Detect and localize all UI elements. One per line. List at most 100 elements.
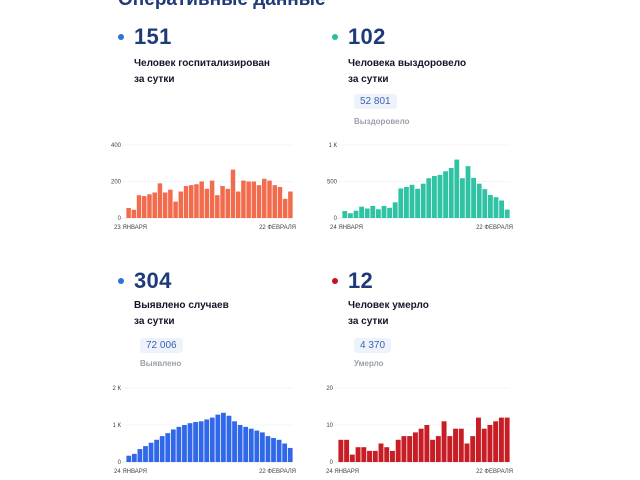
cases-caption-line2: за сутки <box>134 316 175 327</box>
bar <box>504 209 510 218</box>
bar <box>395 439 401 462</box>
bar <box>361 447 367 462</box>
bar <box>349 454 355 462</box>
bar <box>259 432 265 462</box>
bar <box>364 208 370 218</box>
recovered-count: 102 <box>348 24 386 49</box>
bar <box>398 188 404 218</box>
bar <box>412 432 418 462</box>
bar <box>162 192 168 218</box>
bar <box>225 188 231 218</box>
deaths-count: 12 <box>348 268 374 293</box>
x-start-label: 23 ЯНВАРЯ <box>114 225 147 231</box>
deaths-caption-line1: Человек умерло <box>348 300 429 311</box>
bar <box>403 186 409 218</box>
y-tick-label: 0 <box>330 460 334 466</box>
bar <box>276 439 282 462</box>
bar <box>342 211 348 218</box>
bar <box>272 185 277 218</box>
page-title: Оперативные данные <box>118 0 326 11</box>
bar <box>487 425 493 462</box>
bar <box>142 196 147 218</box>
bar <box>401 436 407 462</box>
bar <box>131 453 137 462</box>
cases-total-label: Выявлено <box>140 359 182 368</box>
bar <box>277 186 283 218</box>
bar <box>447 436 453 462</box>
bar <box>443 171 449 218</box>
bar <box>165 433 171 462</box>
bar <box>418 428 424 462</box>
bar <box>188 185 194 218</box>
x-start-label: 24 ЯНВАРЯ <box>326 469 359 475</box>
bar <box>215 195 220 218</box>
bar <box>143 446 148 462</box>
y-tick-label: 2 К <box>113 386 122 392</box>
bar <box>282 198 288 218</box>
bar <box>226 415 232 462</box>
bar <box>459 178 465 218</box>
hospitalized-caption-line2: за сутки <box>134 74 175 85</box>
bar <box>147 194 152 218</box>
hospitalized-caption-line1: Человек госпитализирован <box>134 58 270 69</box>
bar <box>476 183 482 218</box>
bar <box>353 210 359 218</box>
bar <box>154 439 160 462</box>
bar <box>256 185 262 218</box>
bar <box>430 439 436 462</box>
recovered-caption-line2: за сутки <box>348 74 389 85</box>
bar <box>471 177 477 218</box>
bar <box>498 417 504 462</box>
bar <box>465 166 471 218</box>
y-tick-label: 0 <box>118 216 122 222</box>
bar <box>420 183 426 218</box>
bar <box>232 421 237 462</box>
bar <box>157 183 163 218</box>
deaths-total: 4 370 <box>354 338 392 353</box>
bar <box>126 207 131 218</box>
recovered-total-label: Выздоровело <box>354 117 410 126</box>
bar <box>168 189 173 218</box>
bar <box>453 428 458 462</box>
bar <box>288 191 293 218</box>
bar <box>392 202 398 218</box>
bar <box>220 186 225 218</box>
bar <box>209 180 215 218</box>
y-tick-label: 0 <box>334 216 338 222</box>
bar <box>267 180 272 218</box>
cases-total: 72 006 <box>140 338 183 353</box>
y-tick-label: 400 <box>111 143 122 149</box>
bar <box>387 207 393 218</box>
bar <box>431 176 437 218</box>
bar <box>372 450 378 462</box>
bar <box>209 417 215 462</box>
recovered-caption-line1: Человека выздоровело <box>348 58 467 69</box>
bar <box>458 428 464 462</box>
deaths-total-label: Умерло <box>354 359 384 368</box>
y-tick-label: 500 <box>327 180 338 186</box>
bar <box>265 436 271 462</box>
bar <box>437 174 443 218</box>
bar <box>230 169 236 218</box>
bar <box>193 422 198 462</box>
x-end-label: 22 ФЕВРАЛЯ <box>259 225 296 231</box>
bar <box>359 206 365 218</box>
y-tick-label: 1 К <box>329 143 338 149</box>
bar <box>204 188 210 218</box>
bar <box>367 450 372 462</box>
bar <box>355 447 361 462</box>
x-end-label: 22 ФЕВРАЛЯ <box>476 469 513 475</box>
bar <box>424 425 430 462</box>
bar <box>287 447 293 462</box>
bar <box>370 205 376 218</box>
bar <box>237 425 243 462</box>
series-dot <box>118 34 124 40</box>
bar <box>246 181 251 218</box>
bar <box>338 439 344 462</box>
series-dot <box>118 278 124 284</box>
bar <box>454 159 460 218</box>
bar <box>178 191 184 218</box>
bar <box>126 455 132 462</box>
bar <box>215 414 221 462</box>
